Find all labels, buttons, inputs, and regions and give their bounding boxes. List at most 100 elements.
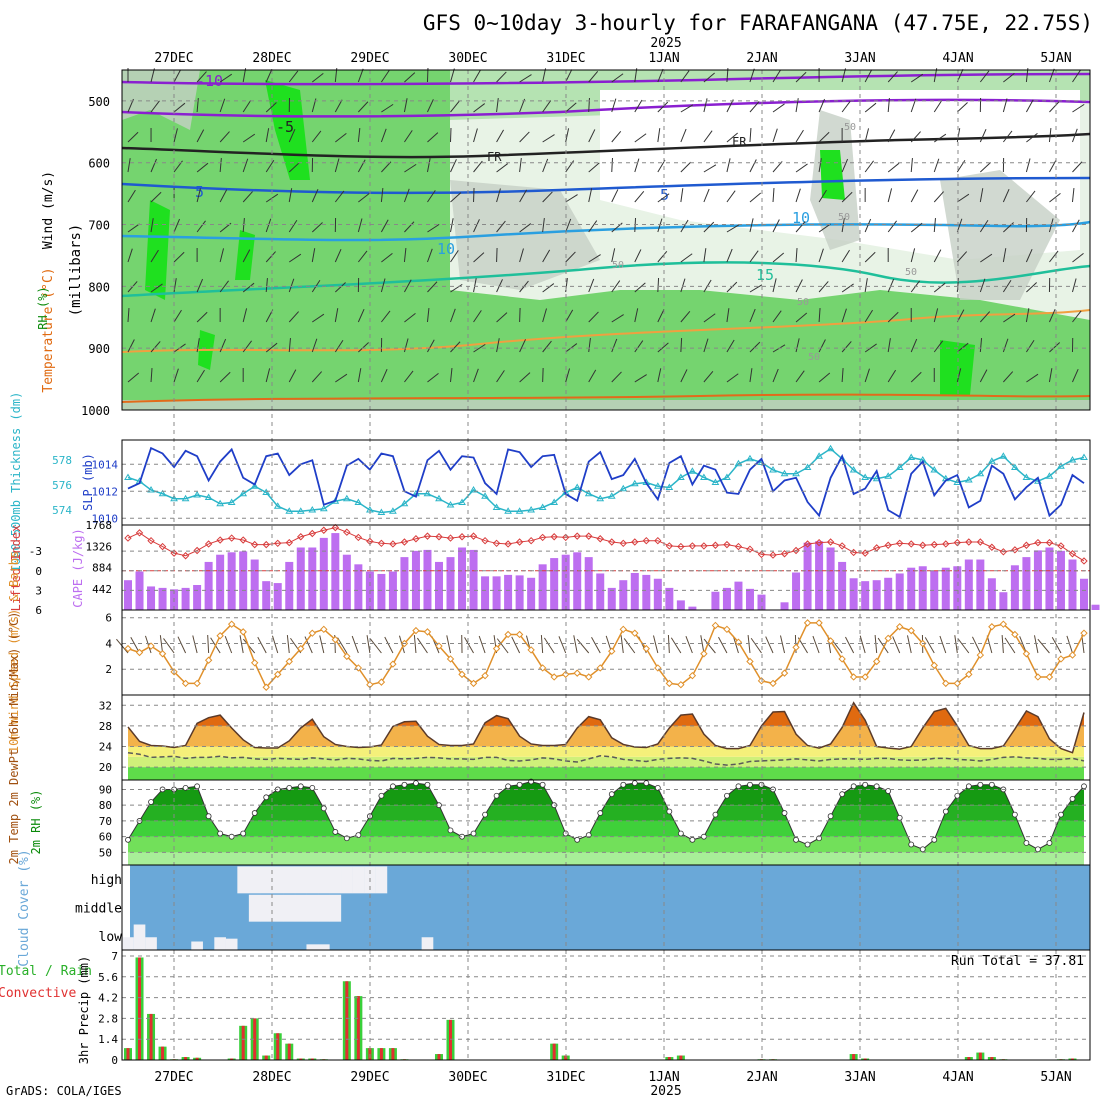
wind-barb [150, 158, 157, 173]
wind-barb [242, 133, 256, 143]
thickness-point [792, 469, 800, 477]
wind-barb [380, 188, 384, 203]
wind-barb [726, 158, 731, 173]
wind10-point [204, 656, 213, 664]
cape-bar [446, 557, 455, 610]
precip-bar-convective [253, 1018, 257, 1060]
wind10-line [127, 622, 1085, 689]
wind-barb [1003, 72, 1015, 83]
wind-barb [864, 278, 868, 293]
wind-barb [910, 371, 922, 383]
wind-barb [634, 190, 645, 203]
rh-point [735, 783, 742, 790]
rh-point [516, 781, 523, 788]
wind-barb [150, 341, 161, 353]
wind-barb [381, 161, 392, 173]
wind10-point [481, 671, 489, 680]
wind-barb [887, 278, 895, 293]
wind-barb [219, 371, 231, 383]
wind10-point [930, 661, 938, 670]
wind-barb [496, 370, 505, 383]
wind-barb [657, 128, 661, 143]
wind-barb [795, 279, 803, 293]
slp-tick-label: 1012 [92, 485, 119, 498]
rh-point [942, 808, 949, 815]
rh-point [125, 836, 131, 843]
wind-barb [864, 368, 870, 383]
isotherm-label: -5 [276, 118, 294, 136]
wind10-barb [496, 638, 509, 654]
cloud-cell [260, 894, 273, 922]
wind-barb [956, 251, 968, 263]
isotherm-label: 10 [792, 209, 810, 227]
wind-barb [519, 158, 522, 173]
temp-band [128, 756, 1084, 768]
y-axis-label-temp: 2m Temp 2m DewPt (6hr Min/Max) (°C) [7, 612, 21, 865]
wind10-barb [700, 635, 705, 654]
cape-bar [354, 564, 363, 610]
li-point [942, 540, 950, 548]
li-point [757, 550, 766, 559]
li-point [792, 546, 800, 555]
wind-barb [818, 339, 826, 353]
thickness-point [550, 498, 559, 505]
precip-bar-convective [161, 1046, 165, 1060]
wind10-point [700, 650, 708, 658]
li-point [884, 541, 892, 549]
wind-barb [841, 367, 844, 383]
cape-bar [642, 574, 651, 610]
wind-barb [542, 308, 547, 323]
cape-bar [941, 567, 950, 610]
wind-barb [334, 282, 346, 293]
y-axis-label-total-rain: Total / Rain [0, 964, 92, 979]
wind-barb [1072, 103, 1085, 113]
wind-barb [1049, 159, 1057, 173]
wind-barb [288, 253, 302, 263]
thickness-point [446, 501, 455, 508]
wind-barb [473, 160, 483, 173]
wind-barb [381, 310, 391, 323]
wind-barb [1072, 219, 1080, 233]
wind-barb [634, 133, 647, 143]
cloud-cell [306, 944, 319, 950]
wind-barb [265, 69, 273, 83]
cloud-cell [248, 866, 261, 894]
wind-barb [219, 189, 228, 203]
wind10-point [492, 644, 501, 653]
rh-point [965, 783, 972, 790]
rh-point [873, 783, 880, 790]
cape-bar [216, 554, 225, 610]
thickness-point [780, 469, 789, 477]
wind-barb [542, 283, 555, 293]
wind-barb [634, 282, 646, 293]
wind-barb [841, 308, 847, 323]
wind-barb [795, 71, 807, 83]
thickness-point [711, 478, 720, 485]
wind-barb [565, 128, 570, 143]
cape-bar [262, 581, 271, 610]
wind-barb [979, 278, 986, 293]
wind-barb [496, 129, 505, 143]
li-point [193, 546, 201, 555]
wind-barb [680, 161, 692, 173]
wind10-point [239, 628, 247, 636]
wind-barb [1072, 369, 1079, 383]
year-label-bottom: 2025 [650, 1084, 681, 1099]
precip-bar-convective [345, 981, 349, 1060]
wind-barb [611, 248, 616, 263]
li-point [216, 536, 224, 544]
wind10-point [942, 679, 950, 688]
rh-point [297, 783, 304, 790]
cape-bar [147, 586, 156, 610]
wind-barb [335, 132, 347, 143]
li-point [1068, 550, 1077, 558]
wind-barb [634, 308, 639, 323]
wind10-point [262, 683, 270, 691]
rh-point [1035, 846, 1041, 853]
cape-bar [838, 561, 847, 610]
wind-barb [588, 220, 598, 233]
wind-barb [680, 104, 694, 113]
wind10-barb [971, 636, 981, 654]
wind-barb [772, 278, 777, 293]
thickness-point [653, 482, 662, 489]
